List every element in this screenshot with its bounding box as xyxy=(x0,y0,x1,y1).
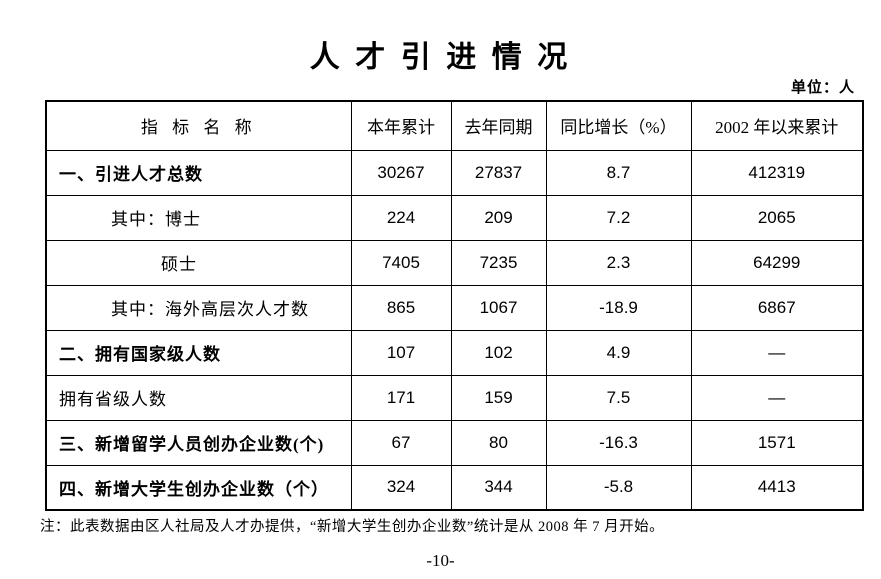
current-year-cell: 324 xyxy=(350,464,452,511)
page-title: 人 才 引 进 情 况 xyxy=(309,41,572,74)
cumulative-cell: 1571 xyxy=(690,419,864,466)
table-row: 硕士 7405 7235 2.3 64299 xyxy=(45,239,864,286)
indicator-cell: 一、引进人才总数 xyxy=(45,149,352,196)
yoy-growth-cell: -5.8 xyxy=(545,464,692,511)
unit-label: 单位：人 xyxy=(790,80,855,96)
indicator-cell: 四、新增大学生创办企业数（个） xyxy=(45,464,352,511)
table-row: 三、新增留学人员创办企业数(个) 67 80 -16.3 1571 xyxy=(45,419,864,466)
last-year-cell: 80 xyxy=(450,419,547,466)
yoy-growth-cell: 7.5 xyxy=(545,374,692,421)
indicator-cell: 三、新增留学人员创办企业数(个) xyxy=(45,419,352,466)
current-year-cell: 7405 xyxy=(350,239,452,286)
header-current-year: 本年累计 xyxy=(350,100,452,151)
header-yoy-growth: 同比增长（%） xyxy=(545,100,692,151)
indicator-cell: 二、拥有国家级人数 xyxy=(45,329,352,376)
last-year-cell: 209 xyxy=(450,194,547,241)
indicator-cell: 拥有省级人数 xyxy=(45,374,352,421)
current-year-cell: 224 xyxy=(350,194,452,241)
last-year-cell: 27837 xyxy=(450,149,547,196)
table-row: 拥有省级人数 171 159 7.5 — xyxy=(45,374,864,421)
indicator-cell: 硕士 xyxy=(45,239,352,286)
indicator-cell: 其中：博士 xyxy=(45,194,352,241)
header-indicator-name: 指 标 名 称 xyxy=(45,100,352,151)
table-row: 四、新增大学生创办企业数（个） 324 344 -5.8 4413 xyxy=(45,464,864,511)
header-last-year-same-period: 去年同期 xyxy=(450,100,547,151)
indicator-cell: 其中：海外高层次人才数 xyxy=(45,284,352,331)
cumulative-cell: 2065 xyxy=(690,194,864,241)
indicators-table: 指 标 名 称 本年累计 去年同期 同比增长（%） 2002 年以来累计 一、引… xyxy=(45,100,864,511)
table-row: 一、引进人才总数 30267 27837 8.7 412319 xyxy=(45,149,864,196)
yoy-growth-cell: -16.3 xyxy=(545,419,692,466)
yoy-growth-cell: -18.9 xyxy=(545,284,692,331)
last-year-cell: 7235 xyxy=(450,239,547,286)
current-year-cell: 865 xyxy=(350,284,452,331)
last-year-cell: 344 xyxy=(450,464,547,511)
yoy-growth-cell: 8.7 xyxy=(545,149,692,196)
last-year-cell: 102 xyxy=(450,329,547,376)
cumulative-cell: — xyxy=(690,374,864,421)
cumulative-cell: 4413 xyxy=(690,464,864,511)
current-year-cell: 107 xyxy=(350,329,452,376)
table-header-row: 指 标 名 称 本年累计 去年同期 同比增长（%） 2002 年以来累计 xyxy=(45,100,864,151)
table-row: 其中：博士 224 209 7.2 2065 xyxy=(45,194,864,241)
last-year-cell: 1067 xyxy=(450,284,547,331)
current-year-cell: 30267 xyxy=(350,149,452,196)
yoy-growth-cell: 7.2 xyxy=(545,194,692,241)
table-row: 二、拥有国家级人数 107 102 4.9 — xyxy=(45,329,864,376)
last-year-cell: 159 xyxy=(450,374,547,421)
footnote: 注：此表数据由区人社局及人才办提供，“新增大学生创办企业数”统计是从 2008 … xyxy=(40,519,665,535)
cumulative-cell: 64299 xyxy=(690,239,864,286)
current-year-cell: 67 xyxy=(350,419,452,466)
table-row: 其中：海外高层次人才数 865 1067 -18.9 6867 xyxy=(45,284,864,331)
yoy-growth-cell: 4.9 xyxy=(545,329,692,376)
cumulative-cell: 412319 xyxy=(690,149,864,196)
cumulative-cell: — xyxy=(690,329,864,376)
yoy-growth-cell: 2.3 xyxy=(545,239,692,286)
header-cumulative-since-2002: 2002 年以来累计 xyxy=(690,100,864,151)
page-number: -10- xyxy=(426,551,455,570)
cumulative-cell: 6867 xyxy=(690,284,864,331)
current-year-cell: 171 xyxy=(350,374,452,421)
